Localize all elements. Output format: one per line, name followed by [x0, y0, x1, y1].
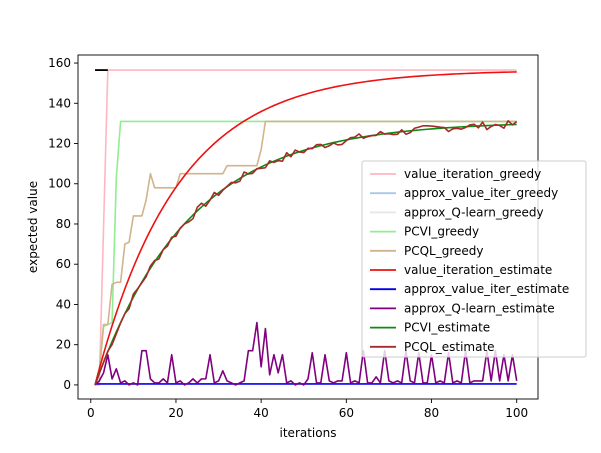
y-tick-label: 160: [48, 56, 71, 70]
y-tick-label: 100: [48, 177, 71, 191]
y-tick-label: 140: [48, 96, 71, 110]
x-tick-label: 100: [505, 406, 528, 420]
y-tick-label: 60: [56, 257, 71, 271]
y-tick-label: 20: [56, 338, 71, 352]
x-axis-label: iterations: [280, 426, 337, 440]
y-tick-label: 0: [63, 378, 71, 392]
series-line-value_iteration_greedy: [95, 69, 517, 386]
x-tick-label: 20: [168, 406, 183, 420]
legend-label-approx_Q-learn_greedy: approx_Q-learn_greedy: [404, 205, 544, 219]
legend-frame: [361, 160, 587, 358]
legend-label-PCQL_estimate: PCQL_estimate: [404, 340, 495, 354]
y-tick-label: 80: [56, 217, 71, 231]
y-tick-label: 40: [56, 297, 71, 311]
legend-label-approx_Q-learn_estimate: approx_Q-learn_estimate: [404, 301, 555, 315]
y-tick-label: 120: [48, 137, 71, 151]
legend-label-value_iteration_greedy: value_iteration_greedy: [404, 167, 541, 181]
series-line-PCQL_greedy: [94, 120, 517, 386]
series-line-approx_Q-learn_estimate: [94, 321, 518, 386]
legend-label-PCVI_greedy: PCVI_greedy: [404, 225, 479, 239]
legend: value_iteration_greedy approx_value_iter_…: [361, 160, 587, 358]
legend-label-value_iteration_estimate: value_iteration_estimate: [404, 263, 552, 277]
x-tick-label: 0: [87, 406, 95, 420]
x-tick-label: 60: [339, 406, 354, 420]
y-axis: 0 20 40 60 80 100 120 140 160: [48, 56, 78, 392]
plot-lines: [94, 69, 518, 386]
legend-label-approx_value_iter_greedy: approx_value_iter_greedy: [404, 186, 558, 200]
series-line-value_iteration_estimate: [94, 71, 517, 386]
legend-label-PCVI_estimate: PCVI_estimate: [404, 321, 490, 335]
x-axis: 0 20 40 60 80 100: [87, 399, 528, 420]
y-axis-label: expected value: [26, 181, 40, 273]
legend-label-PCQL_greedy: PCQL_greedy: [404, 244, 484, 258]
series-line-PCQL_estimate: [94, 119, 518, 386]
legend-label-approx_value_iter_estimate: approx_value_iter_estimate: [404, 282, 569, 296]
x-tick-label: 80: [424, 406, 439, 420]
x-tick-label: 40: [254, 406, 269, 420]
